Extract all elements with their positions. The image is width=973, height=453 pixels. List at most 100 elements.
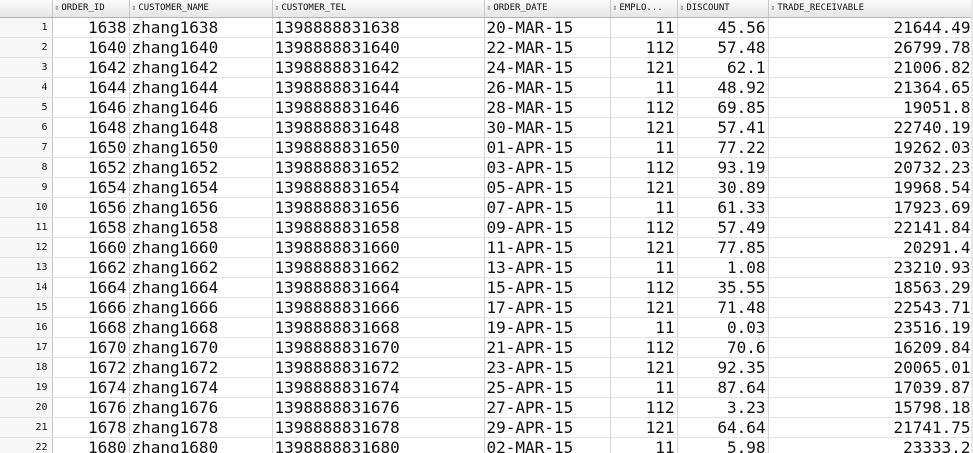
cell-trade-receivable[interactable]: 17039.87 xyxy=(768,377,973,398)
cell-customer-tel[interactable]: 1398888831664 xyxy=(272,277,485,298)
table-row[interactable]: 7 1650 zhang1650 1398888831650 01-APR-15 11 77… xyxy=(0,137,973,158)
cell-order-id[interactable]: 1638 xyxy=(52,17,130,38)
cell-order-date[interactable]: 22-MAR-15 xyxy=(484,37,611,58)
cell-customer-tel[interactable]: 1398888831640 xyxy=(272,37,485,58)
table-row[interactable]: 6 1648 zhang1648 1398888831648 30-MAR-15 121 5… xyxy=(0,117,973,138)
cell-customer-tel[interactable]: 1398888831674 xyxy=(272,377,485,398)
cell-trade-receivable[interactable]: 21644.49 xyxy=(768,17,973,38)
cell-customer-name[interactable]: zhang1646 xyxy=(129,97,273,118)
cell-employee[interactable]: 11 xyxy=(610,317,678,338)
cell-customer-name[interactable]: zhang1654 xyxy=(129,177,273,198)
cell-order-date[interactable]: 21-APR-15 xyxy=(484,337,611,358)
cell-employee[interactable]: 112 xyxy=(610,157,678,178)
cell-customer-name[interactable]: zhang1658 xyxy=(129,217,273,238)
cell-order-id[interactable]: 1656 xyxy=(52,197,130,218)
cell-employee[interactable]: 121 xyxy=(610,177,678,198)
cell-customer-tel[interactable]: 1398888831672 xyxy=(272,357,485,378)
row-number-header[interactable] xyxy=(0,0,53,18)
cell-order-date[interactable]: 15-APR-15 xyxy=(484,277,611,298)
cell-trade-receivable[interactable]: 17923.69 xyxy=(768,197,973,218)
cell-discount[interactable]: 87.64 xyxy=(677,377,769,398)
cell-customer-tel[interactable]: 1398888831666 xyxy=(272,297,485,318)
table-row[interactable]: 22 1680 zhang1680 1398888831680 02-MAR-15 11 5… xyxy=(0,437,973,453)
cell-customer-tel[interactable]: 1398888831656 xyxy=(272,197,485,218)
cell-order-id[interactable]: 1642 xyxy=(52,57,130,78)
cell-order-date[interactable]: 25-APR-15 xyxy=(484,377,611,398)
cell-employee[interactable]: 11 xyxy=(610,137,678,158)
cell-order-id[interactable]: 1654 xyxy=(52,177,130,198)
column-header-customer-name[interactable]: ⇕ CUSTOMER_NAME xyxy=(129,0,273,18)
cell-order-date[interactable]: 27-APR-15 xyxy=(484,397,611,418)
cell-discount[interactable]: 92.35 xyxy=(677,357,769,378)
column-header-order-date[interactable]: ⇕ ORDER_DATE xyxy=(484,0,611,18)
cell-order-id[interactable]: 1652 xyxy=(52,157,130,178)
row-number[interactable]: 13 xyxy=(0,257,53,278)
cell-customer-tel[interactable]: 1398888831662 xyxy=(272,257,485,278)
cell-employee[interactable]: 11 xyxy=(610,17,678,38)
cell-trade-receivable[interactable]: 22543.71 xyxy=(768,297,973,318)
cell-customer-tel[interactable]: 1398888831654 xyxy=(272,177,485,198)
cell-order-date[interactable]: 13-APR-15 xyxy=(484,257,611,278)
cell-order-date[interactable]: 30-MAR-15 xyxy=(484,117,611,138)
column-header-trade-receivable[interactable]: ⇕ TRADE_RECEIVABLE xyxy=(768,0,973,18)
cell-order-date[interactable]: 29-APR-15 xyxy=(484,417,611,438)
row-number[interactable]: 19 xyxy=(0,377,53,398)
cell-trade-receivable[interactable]: 16209.84 xyxy=(768,337,973,358)
cell-discount[interactable]: 45.56 xyxy=(677,17,769,38)
cell-customer-tel[interactable]: 1398888831644 xyxy=(272,77,485,98)
cell-customer-name[interactable]: zhang1640 xyxy=(129,37,273,58)
row-number[interactable]: 15 xyxy=(0,297,53,318)
cell-order-date[interactable]: 23-APR-15 xyxy=(484,357,611,378)
cell-employee[interactable]: 112 xyxy=(610,97,678,118)
cell-discount[interactable]: 93.19 xyxy=(677,157,769,178)
cell-order-date[interactable]: 26-MAR-15 xyxy=(484,77,611,98)
row-number[interactable]: 18 xyxy=(0,357,53,378)
cell-discount[interactable]: 69.85 xyxy=(677,97,769,118)
cell-employee[interactable]: 11 xyxy=(610,437,678,453)
table-row[interactable]: 2 1640 zhang1640 1398888831640 22-MAR-15 112 5… xyxy=(0,37,973,58)
cell-customer-name[interactable]: zhang1656 xyxy=(129,197,273,218)
cell-customer-name[interactable]: zhang1674 xyxy=(129,377,273,398)
table-row[interactable]: 11 1658 zhang1658 1398888831658 09-APR-15 112… xyxy=(0,217,973,238)
cell-customer-name[interactable]: zhang1648 xyxy=(129,117,273,138)
cell-customer-tel[interactable]: 1398888831680 xyxy=(272,437,485,453)
cell-customer-name[interactable]: zhang1652 xyxy=(129,157,273,178)
cell-order-date[interactable]: 07-APR-15 xyxy=(484,197,611,218)
cell-customer-name[interactable]: zhang1642 xyxy=(129,57,273,78)
cell-customer-tel[interactable]: 1398888831658 xyxy=(272,217,485,238)
column-header-customer-tel[interactable]: ⇕ CUSTOMER_TEL xyxy=(272,0,485,18)
cell-customer-name[interactable]: zhang1668 xyxy=(129,317,273,338)
cell-employee[interactable]: 121 xyxy=(610,297,678,318)
cell-customer-tel[interactable]: 1398888831648 xyxy=(272,117,485,138)
cell-customer-name[interactable]: zhang1644 xyxy=(129,77,273,98)
cell-order-id[interactable]: 1658 xyxy=(52,217,130,238)
cell-order-id[interactable]: 1678 xyxy=(52,417,130,438)
cell-order-date[interactable]: 11-APR-15 xyxy=(484,237,611,258)
row-number[interactable]: 10 xyxy=(0,197,53,218)
cell-order-id[interactable]: 1680 xyxy=(52,437,130,453)
table-row[interactable]: 9 1654 zhang1654 1398888831654 05-APR-15 121 3… xyxy=(0,177,973,198)
cell-trade-receivable[interactable]: 20065.01 xyxy=(768,357,973,378)
cell-order-date[interactable]: 01-APR-15 xyxy=(484,137,611,158)
cell-order-id[interactable]: 1674 xyxy=(52,377,130,398)
cell-order-date[interactable]: 17-APR-15 xyxy=(484,297,611,318)
cell-customer-tel[interactable]: 1398888831670 xyxy=(272,337,485,358)
cell-discount[interactable]: 35.55 xyxy=(677,277,769,298)
cell-trade-receivable[interactable]: 23516.19 xyxy=(768,317,973,338)
cell-customer-name[interactable]: zhang1672 xyxy=(129,357,273,378)
cell-discount[interactable]: 64.64 xyxy=(677,417,769,438)
cell-customer-tel[interactable]: 1398888831638 xyxy=(272,17,485,38)
table-row[interactable]: 5 1646 zhang1646 1398888831646 28-MAR-15 112 6… xyxy=(0,97,973,118)
cell-discount[interactable]: 71.48 xyxy=(677,297,769,318)
cell-order-id[interactable]: 1672 xyxy=(52,357,130,378)
row-number[interactable]: 12 xyxy=(0,237,53,258)
cell-discount[interactable]: 70.6 xyxy=(677,337,769,358)
column-header-order-id[interactable]: ⇕ ORDER_ID xyxy=(52,0,130,18)
cell-order-id[interactable]: 1660 xyxy=(52,237,130,258)
cell-employee[interactable]: 121 xyxy=(610,237,678,258)
row-number[interactable]: 8 xyxy=(0,157,53,178)
cell-customer-tel[interactable]: 1398888831660 xyxy=(272,237,485,258)
cell-discount[interactable]: 77.22 xyxy=(677,137,769,158)
cell-discount[interactable]: 57.41 xyxy=(677,117,769,138)
cell-order-date[interactable]: 02-MAR-15 xyxy=(484,437,611,453)
